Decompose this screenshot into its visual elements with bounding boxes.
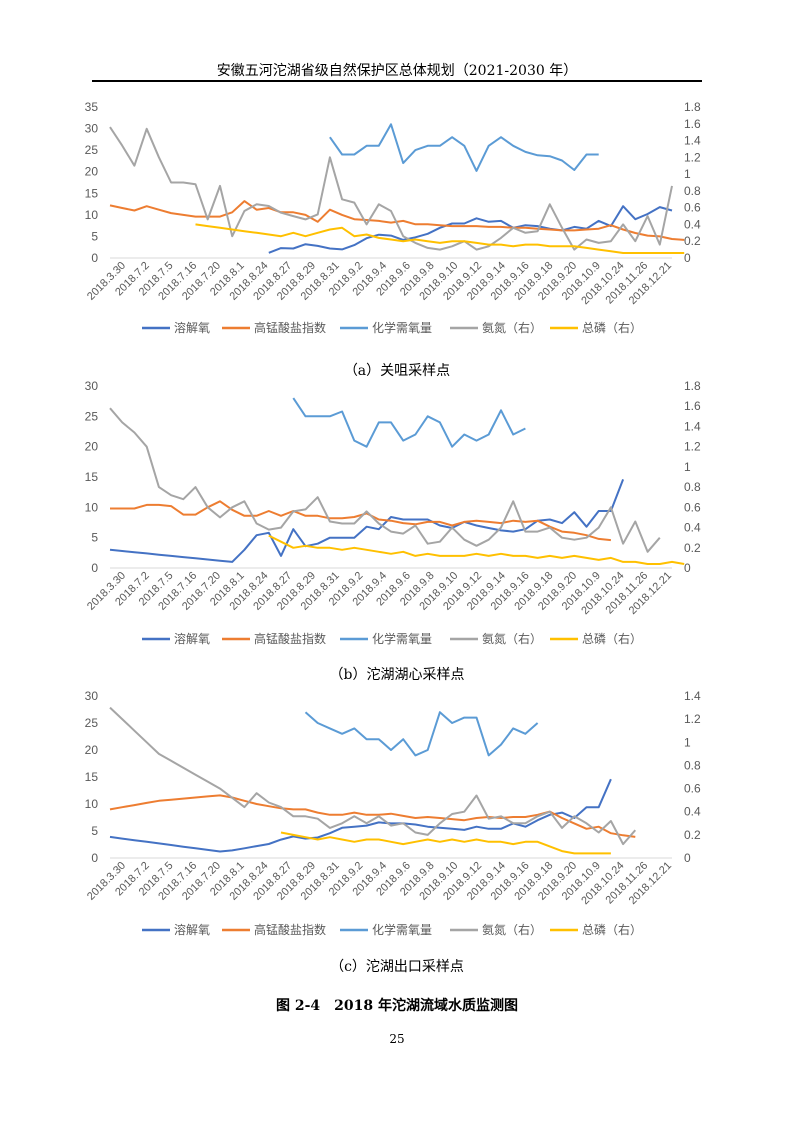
y-right-tick-label: 0.4 [684,805,701,819]
y-left-tick-label: 20 [85,440,99,454]
y-right-tick-label: 0.8 [684,480,701,494]
y-right-tick-label: 0.8 [684,184,701,198]
series-line-4 [280,831,611,855]
chart-b-caption: （b）沱湖湖心采样点 [329,667,465,683]
legend-label-1: 高锰酸盐指数 [254,320,326,335]
y-left-tick-label: 10 [85,500,99,514]
y-right-tick-label: 0.6 [684,500,701,514]
page-number: 25 [389,1032,405,1046]
y-right-tick-label: 1.8 [684,100,701,114]
series-line-2 [292,397,526,448]
legend-label-3: 氨氮（右） [482,922,542,937]
chart-a-caption: （a）关咀采样点 [343,363,451,379]
chart-a: 0 5 10 15 20 25 30 35 0 0.2 0.4 0.6 0.8 1 1.2 1.4 1.6 1.8… [72,92,722,352]
y-left-tick-label: 20 [85,743,99,757]
series-line-2 [304,711,539,757]
series-line-3 [109,407,661,553]
legend-label-4: 总磷（右） [582,631,642,646]
y-right-tick-label: 0.2 [684,234,701,248]
y-left-tick-label: 5 [91,824,98,838]
y-right-tick-label: 1 [684,735,691,749]
y-left-tick-label: 0 [91,251,98,265]
legend-label-3: 氨氮（右） [482,631,542,646]
series-line-3 [109,126,673,251]
y-right-tick-label: 1.2 [684,440,701,454]
y-right-tick-label: 0.4 [684,521,701,535]
y-left-tick-label: 5 [91,229,98,243]
series-line-4 [195,223,685,254]
y-left-tick-label: 25 [85,409,99,423]
header-rule [92,80,702,82]
y-left-tick-label: 15 [85,186,99,200]
y-left-tick-label: 0 [91,561,98,575]
y-right-tick-label: 1 [684,460,691,474]
y-right-tick-label: 0.2 [684,828,701,842]
y-left-tick-label: 30 [85,122,99,136]
legend-label-0: 溶解氧 [174,320,210,335]
chart-b-svg: 05101520253000.20.40.60.811.21.41.61.820… [85,379,701,646]
y-left-tick-label: 15 [85,770,99,784]
y-right-tick-label: 1.6 [684,399,701,413]
y-right-tick-label: 1.6 [684,117,701,131]
y-right-tick-label: 0 [684,561,691,575]
y-right-tick-label: 1.2 [684,712,701,726]
y-right-tick-label: 0.6 [684,782,701,796]
y-right-tick-label: 0 [684,851,691,865]
y-left-tick-label: 10 [85,208,99,222]
legend-label-4: 总磷（右） [582,922,642,937]
y-right-tick-label: 0.2 [684,541,701,555]
y-left-tick-label: 5 [91,531,98,545]
y-left-tick-label: 10 [85,797,99,811]
y-left-tick-label: 25 [85,716,99,730]
series-line-0 [109,778,612,853]
y-right-tick-label: 0.6 [684,201,701,215]
series-line-0 [268,205,673,254]
y-left-tick-label: 30 [85,689,99,703]
series-line-4 [268,534,685,565]
series-line-2 [329,123,599,172]
y-right-tick-label: 1 [684,167,691,181]
y-left-tick-label: 0 [91,851,98,865]
y-left-tick-label: 35 [85,100,99,114]
chart-b: 0 5 10 15 20 25 30 0 0.2 0.4 0.6 0.8 1 1.2 1.4 1.6 1.8 20… [72,378,722,658]
y-left-tick-label: 25 [85,143,99,157]
page-header: 安徽五河沱湖省级自然保护区总体规划（2021-2030 年） [216,63,578,79]
legend-label-2: 化学需氧量 [372,631,432,646]
y-right-tick-label: 1.4 [684,419,701,433]
legend-label-0: 溶解氧 [174,922,210,937]
y-right-tick-label: 0.4 [684,217,701,231]
legend-label-1: 高锰酸盐指数 [254,922,326,937]
chart-c-svg: 05101520253000.20.40.60.811.21.42018.3.3… [85,689,701,937]
legend-label-4: 总磷（右） [582,320,642,335]
y-right-tick-label: 1.2 [684,150,701,164]
legend-label-0: 溶解氧 [174,631,210,646]
series-line-3 [109,706,637,846]
legend-label-2: 化学需氧量 [372,922,432,937]
y-left-tick-label: 30 [85,379,99,393]
legend-label-2: 化学需氧量 [372,320,432,335]
y-right-tick-label: 1.8 [684,379,701,393]
y-right-tick-label: 1.4 [684,689,701,703]
legend-label-1: 高锰酸盐指数 [254,631,326,646]
chart-c-caption: （c）沱湖出口采样点 [330,959,464,975]
series-line-1 [109,794,636,838]
legend-label-3: 氨氮（右） [482,320,542,335]
y-right-tick-label: 1.4 [684,134,701,148]
series-line-1 [110,500,611,542]
chart-a-svg: 0 5 10 15 20 25 30 35 0 0.2 0.4 0.6 0.8 1 1.2 1.4 1.6 1.8… [85,100,701,335]
y-left-tick-label: 15 [85,470,99,484]
y-right-tick-label: 0.8 [684,758,701,772]
y-right-tick-label: 0 [684,251,691,265]
y-left-tick-label: 20 [85,165,99,179]
figure-title: 图 2-4 2018 年沱湖流域水质监测图 [275,998,518,1014]
chart-c: 0 5 10 15 20 25 30 0 0.2 0.4 0.6 0.8 1 1.2 1.4 2018.3.3… [72,688,722,948]
